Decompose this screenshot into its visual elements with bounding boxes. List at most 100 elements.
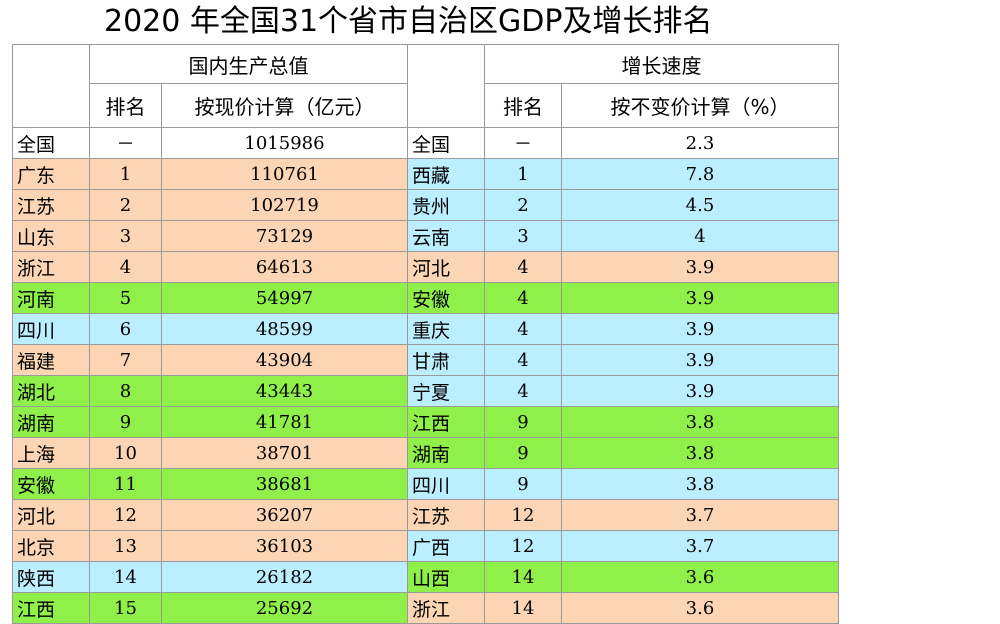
growth-value: 3.9 xyxy=(561,375,839,407)
growth-value: 4.5 xyxy=(561,189,839,221)
growth-rank: 9 xyxy=(484,468,562,500)
gdp-rank: 13 xyxy=(89,530,162,562)
table-row: 广东 1 110761 西藏 1 7.8 xyxy=(12,158,839,190)
growth-value: 3.9 xyxy=(561,344,839,376)
growth-rank: 4 xyxy=(484,344,562,376)
growth-rank: 2 xyxy=(484,189,562,221)
table-row: 湖南 9 41781 江西 9 3.8 xyxy=(12,406,839,438)
header-row-group: 国内生产总值 增长速度 xyxy=(12,44,839,128)
growth-rank: 12 xyxy=(484,499,562,531)
province-name-right: 江西 xyxy=(407,406,485,438)
province-name-left: 安徽 xyxy=(12,468,90,500)
province-name-left: 河北 xyxy=(12,499,90,531)
table-row: 安徽 11 38681 四川 9 3.8 xyxy=(12,468,839,500)
province-name-right: 四川 xyxy=(407,468,485,500)
header-blank-left xyxy=(12,44,90,128)
province-name-left: 河南 xyxy=(12,282,90,314)
gdp-value: 54997 xyxy=(161,282,408,314)
gdp-rank: － xyxy=(89,127,162,159)
province-name-left: 全国 xyxy=(12,127,90,159)
growth-value: 3.8 xyxy=(561,437,839,469)
province-name-left: 北京 xyxy=(12,530,90,562)
gdp-rank: 7 xyxy=(89,344,162,376)
province-name-right: 广西 xyxy=(407,530,485,562)
gdp-ranking-table: 国内生产总值 增长速度 排名 按现价计算（亿元） 排名 按不变价计算（%） 全国… xyxy=(12,44,839,624)
table-row: 江西 15 25692 浙江 14 3.6 xyxy=(12,592,839,624)
gdp-rank: 4 xyxy=(89,251,162,283)
table-row: 全国－ 1015986 全国－ 2.3 xyxy=(12,127,839,159)
gdp-value: 38681 xyxy=(161,468,408,500)
growth-rank: 1 xyxy=(484,158,562,190)
province-name-left: 浙江 xyxy=(12,251,90,283)
province-name-left: 山东 xyxy=(12,220,90,252)
gdp-value: 38701 xyxy=(161,437,408,469)
growth-rank: 4 xyxy=(484,313,562,345)
table-row: 河北 12 36207 江苏 12 3.7 xyxy=(12,499,839,531)
province-name-right: 重庆 xyxy=(407,313,485,345)
header-gdp-group: 国内生产总值 xyxy=(89,44,408,84)
header-growth-group: 增长速度 xyxy=(484,44,839,84)
header-rank-right: 排名 xyxy=(484,83,562,128)
growth-rank: 9 xyxy=(484,437,562,469)
gdp-value: 64613 xyxy=(161,251,408,283)
province-name-right: 安徽 xyxy=(407,282,485,314)
province-name-left: 湖南 xyxy=(12,406,90,438)
gdp-value: 1015986 xyxy=(161,127,408,159)
growth-value: 3.6 xyxy=(561,561,839,593)
gdp-rank: 12 xyxy=(89,499,162,531)
growth-value: 3.8 xyxy=(561,468,839,500)
gdp-rank: 15 xyxy=(89,592,162,624)
growth-value: 3.7 xyxy=(561,530,839,562)
province-name-right: 云南 xyxy=(407,220,485,252)
gdp-rank: 14 xyxy=(89,561,162,593)
table-row: 陕西 14 26182 山西 14 3.6 xyxy=(12,561,839,593)
growth-value: 3.6 xyxy=(561,592,839,624)
province-name-left: 江苏 xyxy=(12,189,90,221)
table-row: 北京 13 36103 广西 12 3.7 xyxy=(12,530,839,562)
gdp-rank: 10 xyxy=(89,437,162,469)
growth-value: 7.8 xyxy=(561,158,839,190)
gdp-value: 36207 xyxy=(161,499,408,531)
province-name-left: 陕西 xyxy=(12,561,90,593)
province-name-right: 甘肃 xyxy=(407,344,485,376)
growth-value: 3.9 xyxy=(561,251,839,283)
gdp-value: 36103 xyxy=(161,530,408,562)
province-name-left: 湖北 xyxy=(12,375,90,407)
province-name-right: 江苏 xyxy=(407,499,485,531)
growth-value: 2.3 xyxy=(561,127,839,159)
growth-rank: 4 xyxy=(484,375,562,407)
gdp-rank: 1 xyxy=(89,158,162,190)
province-name-left: 上海 xyxy=(12,437,90,469)
gdp-rank: 6 xyxy=(89,313,162,345)
gdp-value: 48599 xyxy=(161,313,408,345)
table-row: 福建 7 43904 甘肃 4 3.9 xyxy=(12,344,839,376)
gdp-value: 43443 xyxy=(161,375,408,407)
header-rank-left: 排名 xyxy=(89,83,162,128)
province-name-right: 宁夏 xyxy=(407,375,485,407)
gdp-rank: 5 xyxy=(89,282,162,314)
page-title: 2020 年全国31个省市自治区GDP及增长排名 xyxy=(104,4,713,39)
table-row: 浙江 4 64613 河北 4 3.9 xyxy=(12,251,839,283)
table-row: 山东 3 73129 云南 3 4 xyxy=(12,220,839,252)
growth-rank: 12 xyxy=(484,530,562,562)
growth-rank: 3 xyxy=(484,220,562,252)
gdp-value: 43904 xyxy=(161,344,408,376)
table-row: 湖北 8 43443 宁夏 4 3.9 xyxy=(12,375,839,407)
growth-rank: 14 xyxy=(484,592,562,624)
gdp-value: 26182 xyxy=(161,561,408,593)
growth-value: 3.8 xyxy=(561,406,839,438)
gdp-rank: 9 xyxy=(89,406,162,438)
gdp-value: 102719 xyxy=(161,189,408,221)
growth-rank: － xyxy=(484,127,562,159)
growth-rank: 14 xyxy=(484,561,562,593)
province-name-right: 浙江 xyxy=(407,592,485,624)
province-name-left: 江西 xyxy=(12,592,90,624)
table-row: 河南 5 54997 安徽 4 3.9 xyxy=(12,282,839,314)
gdp-rank: 11 xyxy=(89,468,162,500)
growth-value: 4 xyxy=(561,220,839,252)
header-blank-right xyxy=(407,44,485,128)
header-growth-column: 按不变价计算（%） xyxy=(561,83,839,128)
province-name-right: 西藏 xyxy=(407,158,485,190)
province-name-left: 四川 xyxy=(12,313,90,345)
gdp-value: 25692 xyxy=(161,592,408,624)
